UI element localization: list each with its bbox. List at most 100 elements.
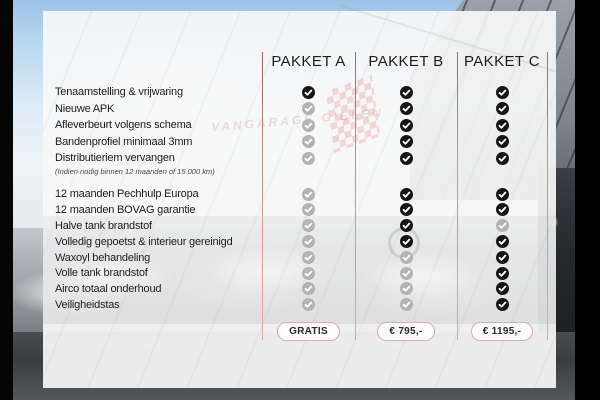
check-included-icon xyxy=(495,118,509,132)
feature-label: 12 maanden BOVAG garantie xyxy=(55,204,196,217)
feature-label: Tenaamstelling & vrijwaring xyxy=(55,86,183,99)
check-included-icon xyxy=(399,118,413,132)
check-excluded-icon xyxy=(302,102,315,116)
price-button-pakket-b[interactable]: € 795,- xyxy=(377,322,435,341)
column-rule xyxy=(261,52,263,340)
check-excluded-icon xyxy=(302,203,315,217)
check-included-icon xyxy=(399,151,413,165)
feature-label: Afleverbeurt volgens schema xyxy=(55,119,192,132)
check-cell xyxy=(355,264,457,282)
check-excluded-icon xyxy=(302,118,315,132)
check-cell xyxy=(457,83,547,101)
column-rule xyxy=(456,52,458,340)
check-cell xyxy=(262,217,355,235)
feature-label: Airco totaal onderhoud xyxy=(55,283,162,296)
check-cell xyxy=(262,149,355,167)
table-row: Waxoyl behandeling xyxy=(43,250,547,266)
feature-group: Tenaamstelling & vrijwaring Nieuwe APK Afl… xyxy=(43,84,547,177)
check-cell xyxy=(457,280,547,298)
table-row: Veiligheidstas xyxy=(43,297,547,313)
feature-label: Volledig gepoetst & interieur gereinigd xyxy=(55,235,233,248)
check-cell xyxy=(457,100,547,118)
check-cell xyxy=(355,233,457,251)
feature-label: Waxoyl behandeling xyxy=(55,251,151,264)
check-excluded-icon xyxy=(302,235,315,249)
check-included-icon xyxy=(399,187,413,201)
table-row: Volle tank brandstof xyxy=(43,265,547,281)
check-cell xyxy=(457,264,547,282)
price-button-pakket-c[interactable]: € 1195,- xyxy=(470,322,534,341)
check-cell xyxy=(262,201,355,219)
check-cell xyxy=(355,280,457,298)
check-excluded-icon xyxy=(302,219,315,233)
check-excluded-icon xyxy=(399,250,413,264)
check-included-icon xyxy=(399,219,413,233)
check-included-icon xyxy=(495,250,509,264)
feature-group: 12 maanden Pechhulp Europa 12 maanden BOV… xyxy=(43,187,547,313)
check-included-icon xyxy=(399,85,413,99)
check-excluded-icon xyxy=(302,266,315,280)
check-cell xyxy=(355,296,457,314)
feature-label: 12 maanden Pechhulp Europa xyxy=(55,188,199,201)
table-row: Nieuwe APK xyxy=(43,101,547,118)
comparison-panel: VANGARAGE GIELEN PAKKET A PAKKET B PAKKE… xyxy=(43,3,569,388)
column-rule xyxy=(354,52,356,340)
check-cell xyxy=(262,233,355,251)
check-cell xyxy=(457,249,547,267)
check-included-icon xyxy=(399,235,413,249)
check-cell xyxy=(262,296,355,314)
check-included-icon xyxy=(495,282,509,296)
header-pakket-a: PAKKET A xyxy=(271,53,346,70)
table-row: Volledig gepoetst & interieur gereinigd xyxy=(43,234,547,250)
right-black-bar xyxy=(575,0,600,400)
table-row: Distributieriem vervangen xyxy=(43,150,547,167)
check-cell xyxy=(355,249,457,267)
check-cell xyxy=(355,116,457,134)
feature-note: (Indien nodig binnen 12 maanden of 15.00… xyxy=(55,166,215,176)
check-excluded-icon xyxy=(302,298,315,312)
table-row: Halve tank brandstof xyxy=(43,218,547,234)
feature-label: Veiligheidstas xyxy=(55,298,120,311)
column-rule xyxy=(546,52,548,340)
check-cell xyxy=(457,233,547,251)
check-included-icon xyxy=(399,102,413,116)
check-cell xyxy=(355,217,457,235)
check-cell xyxy=(457,296,547,314)
check-excluded-icon xyxy=(399,266,413,280)
check-excluded-icon xyxy=(495,219,509,233)
feature-label: Bandenprofiel minimaal 3mm xyxy=(55,135,193,148)
check-cell xyxy=(262,83,355,101)
check-included-icon xyxy=(495,298,509,312)
check-included-icon xyxy=(495,135,509,149)
check-cell xyxy=(457,133,547,151)
check-cell xyxy=(457,201,547,219)
table-row: 12 maanden BOVAG garantie xyxy=(43,202,547,218)
check-included-icon xyxy=(495,266,509,280)
check-included-icon xyxy=(399,135,413,149)
check-excluded-icon xyxy=(399,298,413,312)
table-row: Tenaamstelling & vrijwaring xyxy=(43,84,547,101)
check-excluded-icon xyxy=(399,282,413,296)
check-cell xyxy=(262,133,355,151)
check-cell xyxy=(457,185,547,203)
check-cell xyxy=(355,201,457,219)
check-cell xyxy=(262,185,355,203)
check-included-icon xyxy=(495,102,509,116)
price-button-pakket-a[interactable]: GRATIS xyxy=(277,322,340,341)
check-included-icon xyxy=(495,187,509,201)
check-cell xyxy=(355,83,457,101)
table-row: Airco totaal onderhoud xyxy=(43,281,547,297)
feature-label: Nieuwe APK xyxy=(55,102,115,115)
check-cell xyxy=(457,149,547,167)
feature-label: Halve tank brandstof xyxy=(55,219,152,232)
package-header-row: PAKKET A PAKKET B PAKKET C xyxy=(43,49,547,75)
check-cell xyxy=(355,149,457,167)
table-row: Bandenprofiel minimaal 3mm xyxy=(43,134,547,151)
check-included-icon xyxy=(302,85,315,99)
check-cell xyxy=(457,116,547,134)
check-included-icon xyxy=(495,151,509,165)
check-cell xyxy=(355,185,457,203)
check-included-icon xyxy=(495,203,509,217)
check-excluded-icon xyxy=(302,282,315,296)
